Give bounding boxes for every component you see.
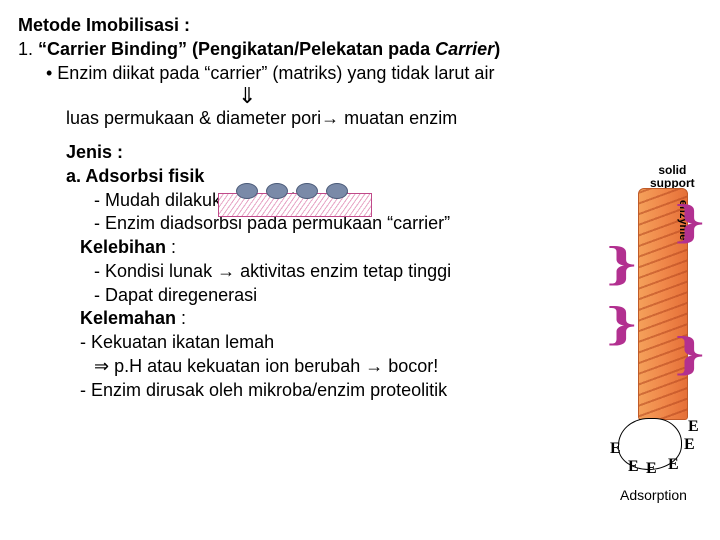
adsorption-caption: Adsorption [620, 486, 687, 504]
solid-support-label: solid support [650, 164, 695, 189]
spacer [18, 131, 702, 141]
item-1-title-close: ” [178, 39, 187, 59]
heading: Metode Imobilisasi : [18, 14, 702, 38]
item-1-prefix: 1. [18, 39, 38, 59]
item-1-carrier-italic: Carrier [435, 39, 494, 59]
enzyme-bracket: } [606, 252, 636, 276]
enzyme-dot [266, 183, 288, 199]
e-label: E [688, 416, 699, 437]
pori-line: luas permukaan & diameter pori→ muatan e… [18, 107, 702, 131]
e-label: E [668, 454, 679, 475]
adsorption-diagram [218, 179, 370, 215]
side-figure: solid support enzyme }}}} EEEEEE Adsorpt… [572, 164, 702, 504]
item-1-paren-open: (Pengikatan/Pelekatan pada [187, 39, 435, 59]
e-label: E [610, 438, 621, 459]
jenis-heading: Jenis : [18, 141, 702, 165]
kelebihan-colon: : [166, 237, 176, 257]
enzyme-bracket: } [606, 312, 636, 336]
item-1-title-main: Carrier Binding [47, 39, 178, 59]
kelemahan-colon: : [176, 308, 186, 328]
e-label: E [628, 456, 639, 477]
kelebihan-label: Kelebihan [80, 237, 166, 257]
enzyme-dot [296, 183, 318, 199]
bullet-1: • Enzim diikat pada “carrier” (matriks) … [18, 62, 702, 86]
item-1-title: 1. “Carrier Binding” (Pengikatan/Pelekat… [18, 38, 702, 62]
enzyme-dot [326, 183, 348, 199]
e-label: E [684, 434, 695, 455]
enzyme-bracket: } [674, 342, 704, 366]
kelemahan-label: Kelemahan [80, 308, 176, 328]
enzyme-dot [236, 183, 258, 199]
enzyme-bracket: } [674, 210, 704, 234]
item-1-title-open: “ [38, 39, 47, 59]
kelemahan-pt2-text: p.H atau kekuatan ion berubah → bocor! [109, 356, 438, 376]
double-arrow: ⇒ [94, 356, 109, 376]
slide-content: Metode Imobilisasi : 1. “Carrier Binding… [18, 14, 702, 402]
down-arrow: ⇓ [18, 85, 702, 107]
item-1-paren-close: ) [494, 39, 500, 59]
e-label: E [646, 458, 657, 479]
